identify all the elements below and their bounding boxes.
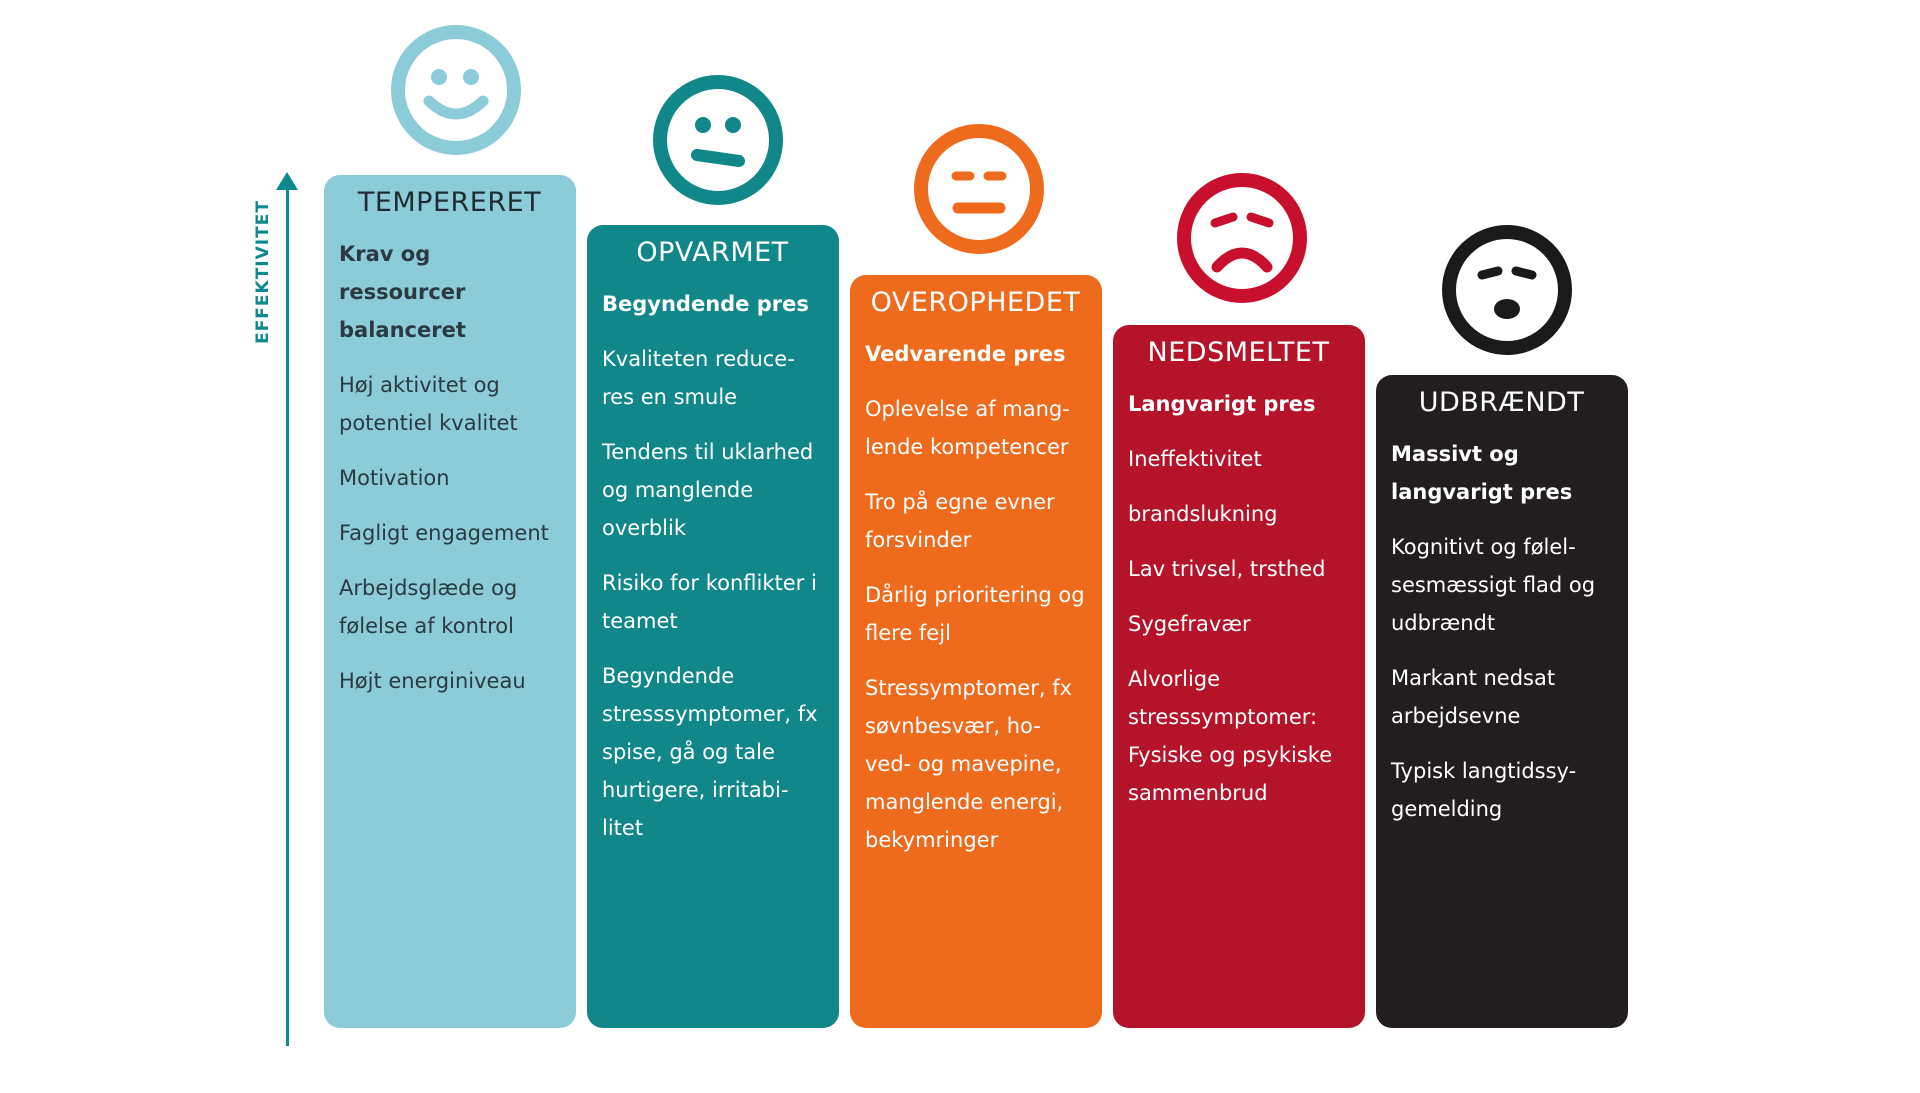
column-list: Oplevelse af mang- lende kompetencer Tro… [865, 390, 1086, 859]
list-item: Arbejdsglæde og følelse af kontrol [339, 576, 518, 638]
column-overophedet: OVEROPHEDET Vedvarende pres Oplevelse af… [850, 275, 1102, 1028]
list-item: Høj aktivitet og potentiel kvalitet [339, 373, 518, 435]
list-item: Højt energiniveau [339, 669, 526, 693]
list-item: Sygefravær [1128, 612, 1251, 636]
column-nedsmeltet: NEDSMELTET Langvarigt pres Ineffektivite… [1113, 325, 1365, 1028]
list-item: Typisk langtidssy- gemelding [1391, 759, 1577, 821]
axis-arrow-icon [276, 172, 298, 190]
list-item: Motivation [339, 466, 450, 490]
list-item: Markant nedsat arbejdsevne [1391, 666, 1556, 728]
column-heading: Massivt og langvarigt pres [1391, 442, 1573, 504]
list-item: Kvaliteten reduce- res en smule [602, 347, 795, 409]
column-heading: Krav og ressourcer balanceret [339, 242, 466, 342]
list-item: Fagligt engagement [339, 521, 549, 545]
column-tempereret: TEMPERERET Krav og ressourcer balanceret… [324, 175, 576, 1028]
happy-face-icon [391, 25, 521, 155]
list-item: Tro på egne evner forsvinder [865, 490, 1055, 552]
column-udbraendt: UDBRÆNDT Massivt og langvarigt pres Kogn… [1376, 375, 1628, 1028]
list-item: Lav trivsel, trsthed [1128, 557, 1326, 581]
list-item: Oplevelse af mang- lende kompetencer [865, 397, 1070, 459]
column-title: TEMPERERET [357, 187, 542, 218]
neutral-face-icon [914, 124, 1044, 254]
column-opvarmet: OPVARMET Begyndende pres Kvaliteten redu… [587, 225, 839, 1028]
column-list: Høj aktivitet og potentiel kvalitet Moti… [339, 366, 560, 700]
column-heading: Vedvarende pres [865, 342, 1066, 366]
sad-face-icon [1177, 173, 1307, 303]
column-heading: Begyndende pres [602, 292, 809, 316]
list-item: Tendens til uklarhed og manglende overbl… [602, 440, 814, 540]
list-item: Kognitivt og følel- sesmæssigt flad og u… [1391, 535, 1596, 635]
list-item: Begyndende stresssymptomer, fx spise, gå… [602, 664, 818, 840]
column-title: OVEROPHEDET [870, 287, 1081, 318]
list-item: brandslukning [1128, 502, 1278, 526]
column-title: UDBRÆNDT [1418, 387, 1585, 418]
column-heading: Langvarigt pres [1128, 392, 1316, 416]
effectiveness-axis [286, 186, 289, 1046]
column-list: Kvaliteten reduce- res en smule Tendens … [602, 340, 823, 847]
list-item: Alvorlige stresssymptomer: Fysiske og ps… [1128, 667, 1333, 805]
column-title: NEDSMELTET [1147, 337, 1330, 368]
axis-label: EFFEKTIVITET [253, 200, 273, 344]
exhausted-face-icon [1442, 225, 1572, 355]
list-item: Ineffektivitet [1128, 447, 1262, 471]
column-title: OPVARMET [636, 237, 789, 268]
column-list: Ineffektivitet brandslukning Lav trivsel… [1128, 440, 1349, 812]
list-item: Dårlig prioritering og flere fejl [865, 583, 1085, 645]
uneasy-face-icon [653, 75, 783, 205]
list-item: Stressymptomer, fx søvnbesvær, ho- ved- … [865, 676, 1073, 852]
list-item: Risiko for konflikter i teamet [602, 571, 817, 633]
column-list: Kognitivt og følel- sesmæssigt flad og u… [1391, 528, 1612, 828]
